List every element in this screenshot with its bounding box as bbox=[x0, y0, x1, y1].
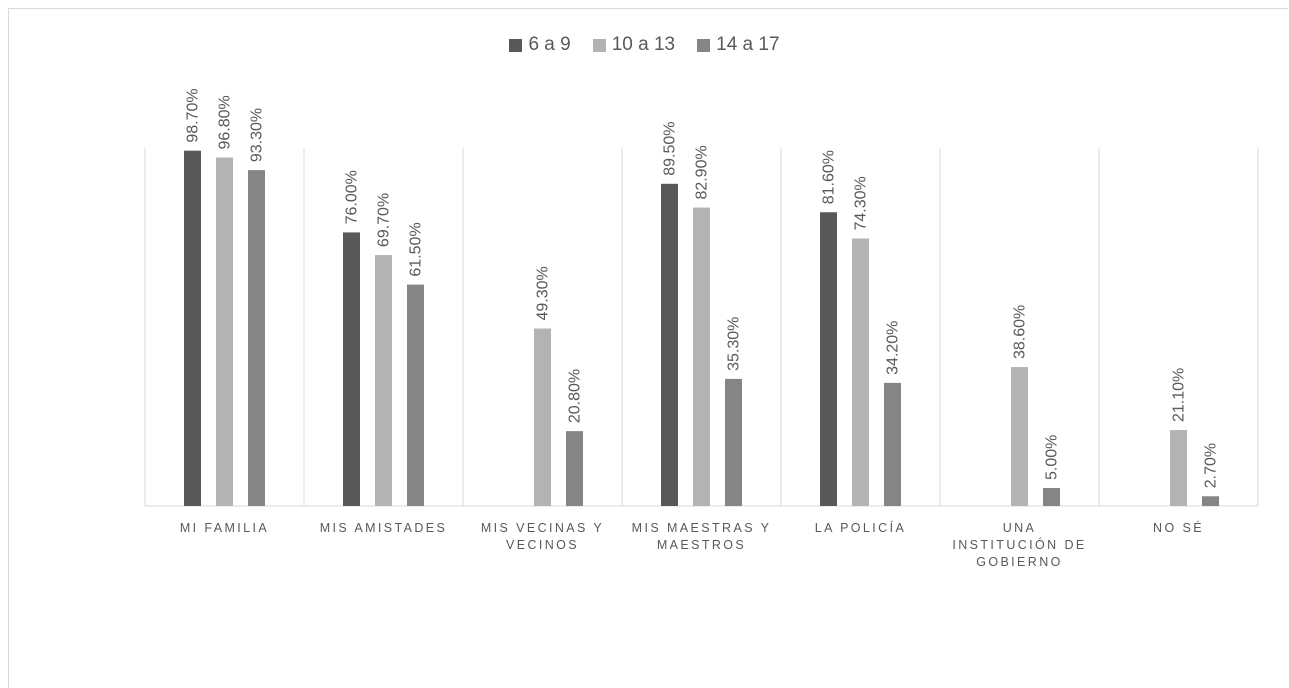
category-label-line: MAESTROS bbox=[657, 538, 746, 552]
category-label-4: LA POLICÍA bbox=[815, 520, 906, 535]
value-label-5-1: 38.60% bbox=[1012, 305, 1029, 359]
bar-4-0 bbox=[820, 212, 837, 507]
bar-0-2 bbox=[248, 170, 265, 506]
chart-frame bbox=[8, 8, 1288, 688]
bar-0-0 bbox=[184, 150, 201, 506]
category-label-line: MIS VECINAS Y bbox=[481, 521, 604, 535]
category-label-1: MIS AMISTADES bbox=[320, 521, 448, 535]
category-label-line: MI FAMILIA bbox=[180, 521, 269, 535]
category-label-line: VECINOS bbox=[506, 538, 579, 552]
bar-3-2 bbox=[725, 378, 742, 506]
legend-label-10-a-13: 10 a 13 bbox=[611, 34, 676, 55]
legend-item-10-a-13: 10 a 13 bbox=[592, 34, 676, 56]
bar-1-0 bbox=[343, 232, 360, 506]
bar-2-2 bbox=[566, 431, 583, 506]
value-label-6-1: 21.10% bbox=[1171, 368, 1188, 422]
bar-0-1 bbox=[216, 157, 233, 506]
bar-6-1 bbox=[1170, 430, 1187, 506]
category-label-5: UNA INSTITUCIÓN DE GOBIERNO bbox=[952, 521, 1086, 569]
category-label-2: MIS VECINAS Y VECINOS bbox=[481, 521, 604, 552]
legend-label-14-a-17: 14 a 17 bbox=[716, 34, 780, 55]
value-label-1-0: 76.00% bbox=[344, 170, 361, 224]
value-label-4-0: 81.60% bbox=[821, 150, 838, 204]
value-label-4-2: 34.20% bbox=[885, 321, 902, 375]
value-label-4-1: 74.30% bbox=[853, 176, 870, 230]
legend: 6 a 9 10 a 13 14 a 17 bbox=[0, 34, 1289, 56]
value-label-2-1: 49.30% bbox=[535, 266, 552, 320]
value-label-0-0: 98.70% bbox=[185, 88, 202, 142]
legend-item-6-a-9: 6 a 9 bbox=[509, 34, 571, 56]
category-label-0: MI FAMILIA bbox=[180, 521, 269, 535]
bar-4-2 bbox=[884, 382, 901, 506]
bar-3-0 bbox=[661, 183, 678, 507]
bar-2-1 bbox=[534, 328, 551, 506]
value-label-2-2: 20.80% bbox=[567, 369, 584, 423]
category-label-line: LA POLICÍA bbox=[815, 520, 906, 535]
category-label-3: MIS MAESTRAS Y MAESTROS bbox=[632, 521, 772, 552]
value-label-0-1: 96.80% bbox=[217, 95, 234, 149]
value-label-3-0: 89.50% bbox=[662, 122, 679, 176]
category-label-line: MIS MAESTRAS Y bbox=[632, 521, 772, 535]
bar-6-2 bbox=[1202, 496, 1219, 506]
bar-3-1 bbox=[693, 207, 710, 506]
category-label-6: NO SÉ bbox=[1153, 520, 1204, 535]
value-label-0-2: 93.30% bbox=[249, 108, 266, 162]
legend-item-14-a-17: 14 a 17 bbox=[697, 34, 780, 56]
value-label-6-2: 2.70% bbox=[1203, 443, 1220, 488]
legend-swatch-6-a-9 bbox=[509, 38, 523, 52]
bar-5-2 bbox=[1043, 488, 1060, 506]
bar-4-1 bbox=[852, 238, 869, 506]
category-label-line: UNA bbox=[1003, 521, 1037, 535]
value-label-1-1: 69.70% bbox=[376, 193, 393, 247]
category-label-line: INSTITUCIÓN DE bbox=[952, 537, 1086, 552]
value-label-1-2: 61.50% bbox=[408, 222, 425, 276]
bar-1-1 bbox=[375, 255, 392, 506]
legend-swatch-14-a-17 bbox=[697, 38, 711, 52]
bar-5-1 bbox=[1011, 367, 1028, 506]
legend-swatch-10-a-13 bbox=[592, 38, 606, 52]
legend-label-6-a-9: 6 a 9 bbox=[528, 34, 571, 55]
value-label-3-2: 35.30% bbox=[726, 317, 743, 371]
bar-1-2 bbox=[407, 284, 424, 506]
category-label-line: NO SÉ bbox=[1153, 520, 1204, 535]
value-label-5-2: 5.00% bbox=[1044, 435, 1061, 480]
category-label-line: MIS AMISTADES bbox=[320, 521, 448, 535]
value-label-3-1: 82.90% bbox=[694, 145, 711, 199]
category-label-line: GOBIERNO bbox=[976, 555, 1063, 569]
